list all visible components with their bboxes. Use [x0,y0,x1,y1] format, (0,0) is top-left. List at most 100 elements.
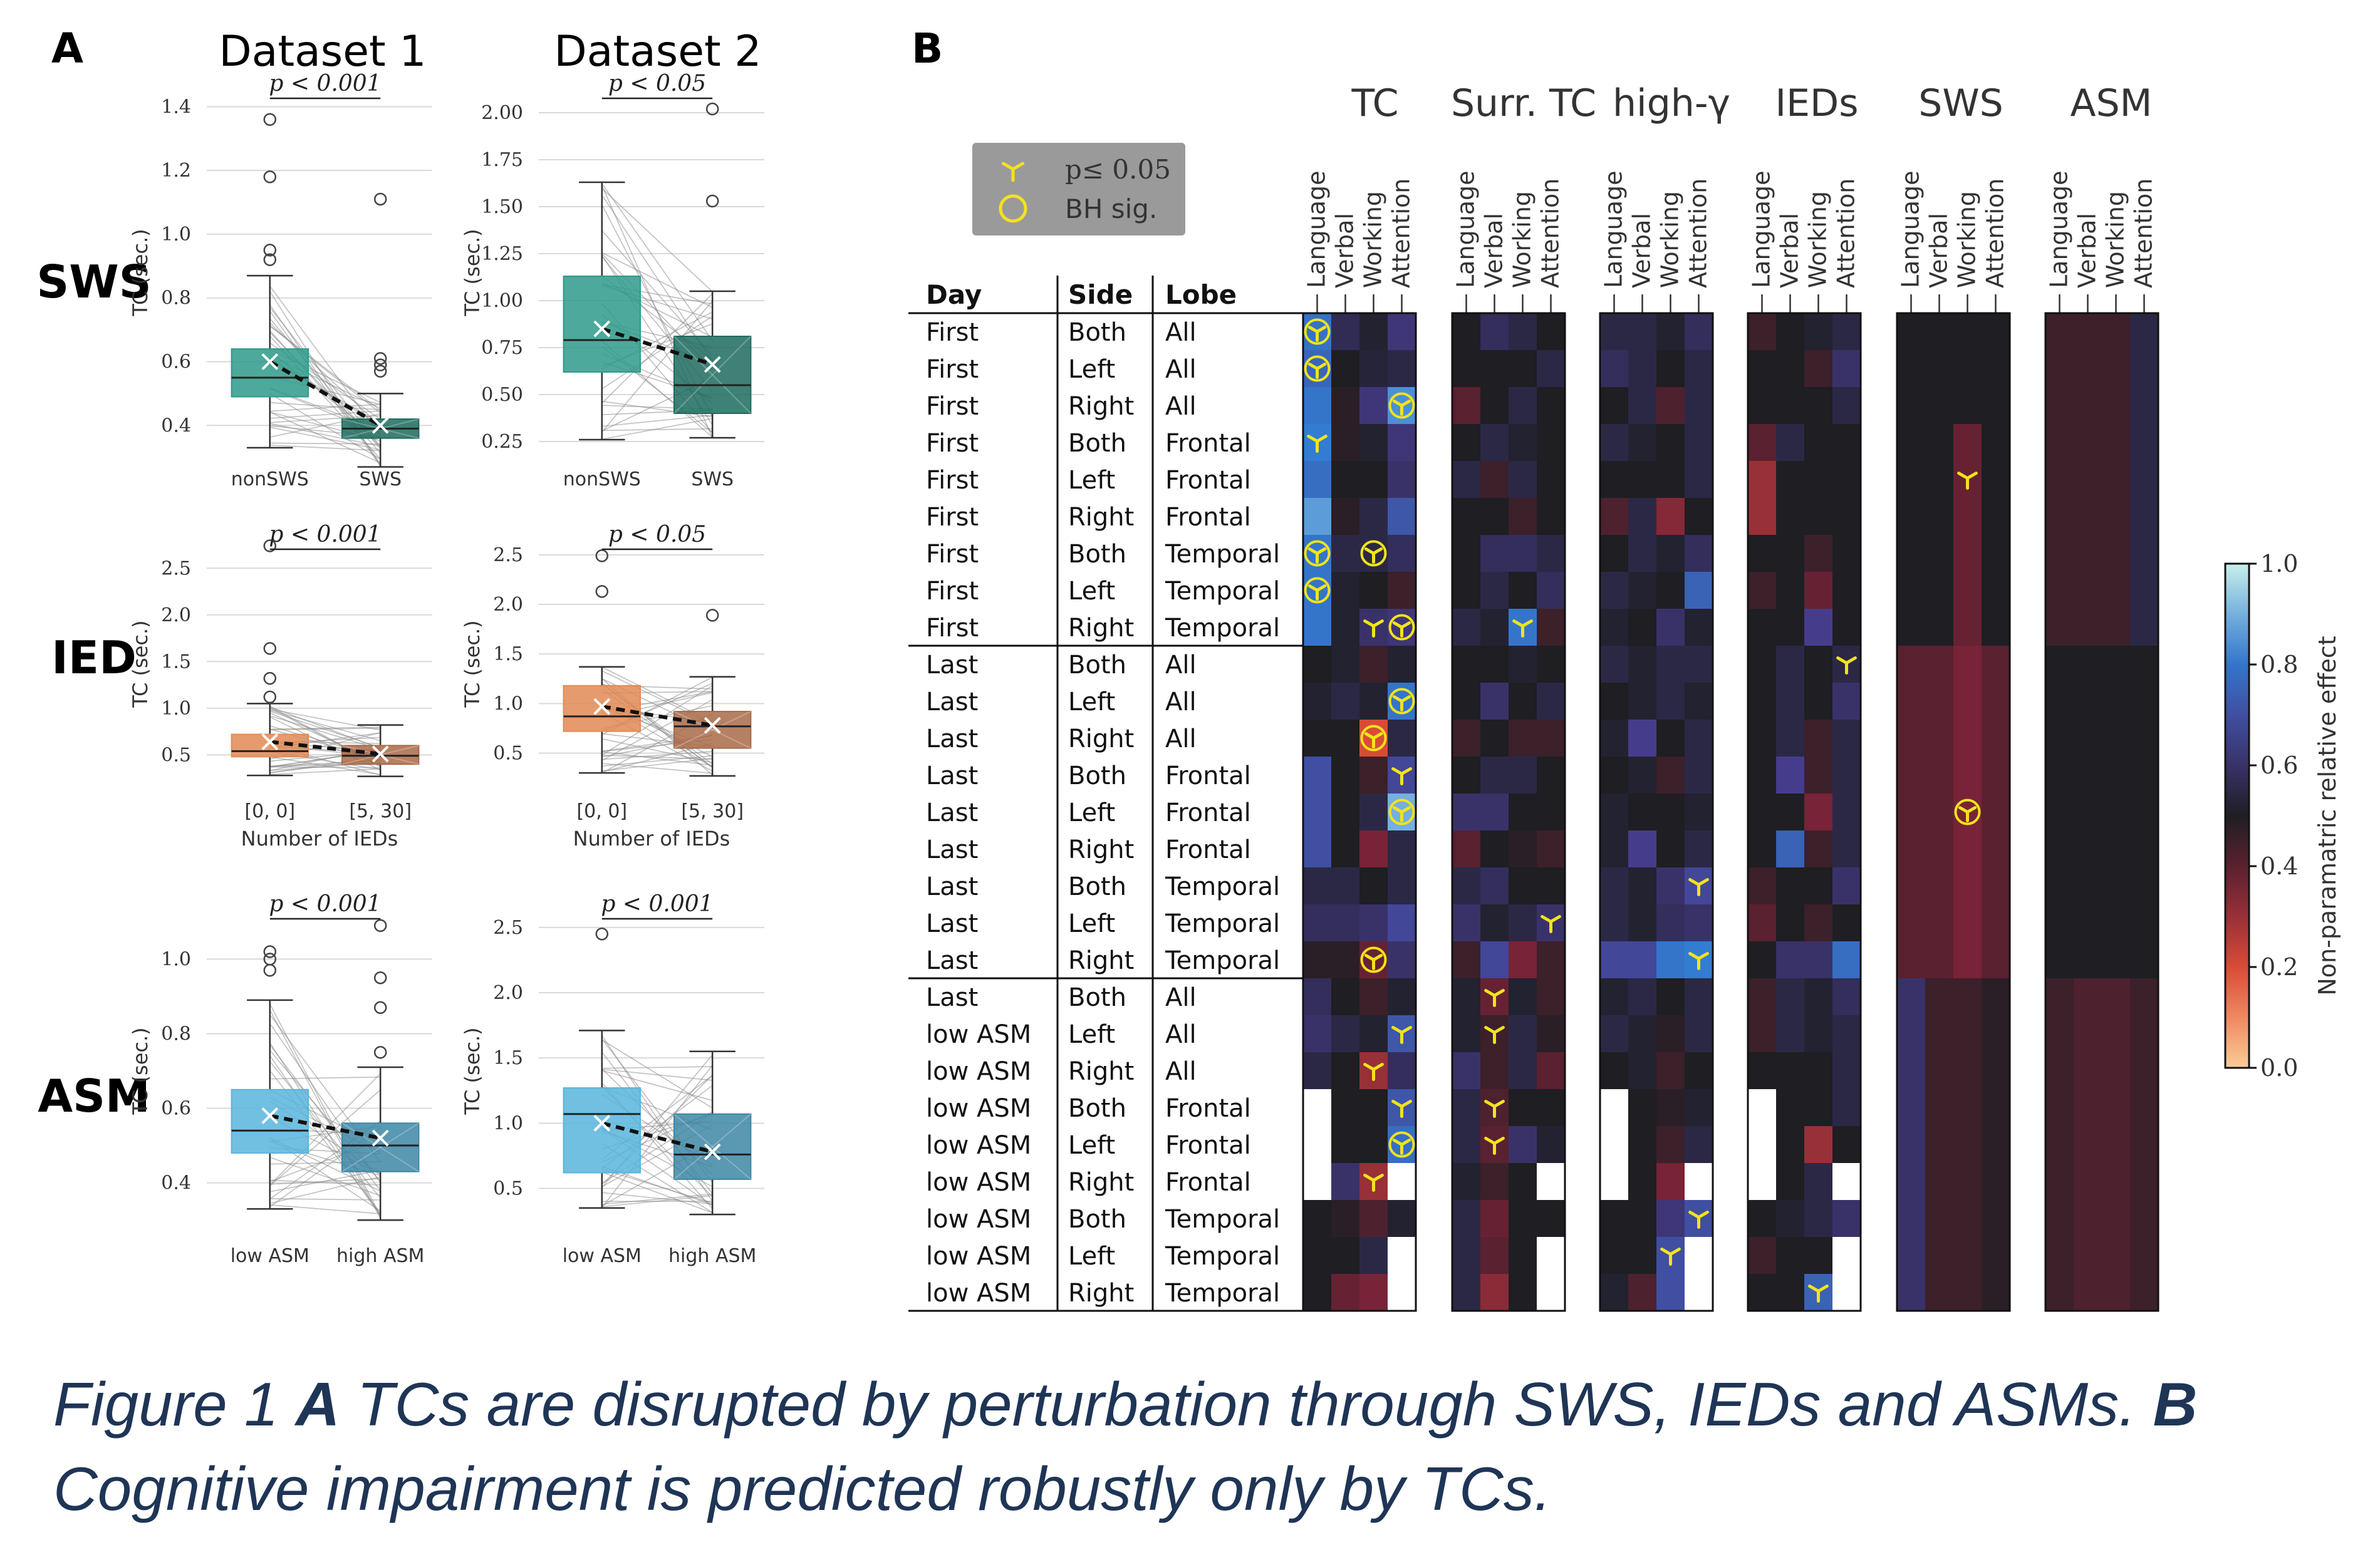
table-cell: Last [926,835,978,864]
caption-a-letter: A [295,1370,340,1439]
paired-line [269,766,381,768]
x-axis-label: Number of IEDs [573,827,730,851]
heatmap-cell [1748,572,1777,609]
table-cell: First [926,577,979,606]
heatmap-cell [1685,978,1713,1016]
heatmap-cell [1897,941,1926,979]
heatmap-cell [1982,646,2010,683]
subcolumn-label: Working [1359,191,1387,288]
table-cell: Both [1068,429,1126,458]
heatmap-cell [1685,683,1713,720]
paired-line [601,316,713,390]
heatmap-cell [1953,1126,1982,1164]
heatmap-cell [2130,830,2159,868]
heatmap-cell [2102,572,2131,609]
heatmap-cell [2130,535,2159,572]
triangle-marker-icon [1660,1248,1681,1266]
heatmap-frame [1747,312,1862,1312]
outlier [373,365,387,378]
heatmap-cell [1359,867,1388,905]
x-tick-label: low ASM [231,1245,309,1267]
heatmap-cell [1452,350,1481,388]
heatmap-cell [2074,424,2102,462]
heatmap-cell [1359,830,1388,868]
heatmap-cell [2074,535,2102,572]
heatmap-cell [1480,535,1509,572]
heatmap-cell [1628,535,1657,572]
heatmap-cell [2102,1274,2131,1311]
heatmap-cell [1537,646,1566,683]
heatmap-cell [1480,1274,1509,1311]
heatmap-cell [1303,683,1332,720]
heatmap-cell [1452,646,1481,683]
heatmap-cell [1331,498,1360,535]
table-header: Side [1068,279,1133,310]
paired-line [601,400,713,418]
y-tick-label: 2.5 [493,544,523,566]
heatmap-cell [1388,1237,1416,1275]
heatmap-cell [1452,978,1481,1016]
heatmap-cell [2074,830,2102,868]
heatmap-cell [1685,572,1713,609]
paired-line [601,194,713,362]
p-value: p < 0.05 [608,522,706,547]
heatmap-cell [2045,1237,2074,1275]
caption-prefix: Figure 1 [53,1370,296,1439]
table-cell: Temporal [1165,1279,1280,1308]
paired-line [269,1204,381,1214]
heatmap-cell [1656,794,1685,831]
heatmap-cell [1628,461,1657,499]
y-tick-label: 1.0 [161,948,191,970]
heatmap-cell [1509,387,1537,425]
y-tick-label: 1.5 [493,643,523,665]
colorbar-tick-label: 0.0 [2260,1054,2298,1082]
heatmap-cell [1804,1163,1833,1201]
heatmap-cell [1359,794,1388,831]
paired-line [601,750,713,760]
boxplot-sws-1: 0.4 0.6 0.8 1.0 1.2 1.4 TC (sec.) p < 0.001 nonS… [128,71,432,490]
heatmap-cell [1537,1052,1566,1090]
heatmap-cell [1628,572,1657,609]
heatmap-cell [1600,941,1629,979]
heatmap-cell [1925,683,1954,720]
heatmap-cell [1537,1163,1566,1201]
heatmap-cell [1331,683,1360,720]
table-cell: Both [1068,983,1126,1012]
heatmap-cell [1925,646,1954,683]
table-cell: Right [1068,614,1134,643]
hatch [341,1122,419,1172]
heatmap-cell [1452,1200,1481,1238]
heatmap-cell [1331,1237,1360,1275]
heatmap-cell [1925,867,1954,905]
outlier [263,964,277,977]
heatmap-cell [1953,1052,1982,1090]
heatmap-cell [1897,720,1926,757]
heatmap-cell [1656,350,1685,388]
heatmap-cell [1509,461,1537,499]
heatmap-cell [2102,867,2131,905]
heatmap-cell [1982,609,2010,646]
heatmap-cell [1925,498,1954,535]
heatmap-cell [1600,350,1629,388]
subcolumn-label: Working [1509,191,1536,288]
heatmap-cell [1509,424,1537,462]
heatmap-cell [1953,978,1982,1016]
outlier [263,244,277,257]
outlier [373,919,387,933]
heatmap-cell [1656,1126,1685,1164]
heatmap-cell [2130,757,2159,794]
heatmap-cell [1776,387,1805,425]
heatmap-cell [1303,1200,1332,1238]
paired-line [601,300,713,433]
heatmap-cell [1480,609,1509,646]
heatmap-cell [1953,757,1982,794]
table-cell: Left [1068,466,1115,495]
mean-marker [704,356,721,373]
bh-significance-marker [1954,799,1981,825]
table-cell: Left [1068,1131,1115,1160]
box-1 [563,1087,641,1174]
heatmap-cell [1832,757,1861,794]
table-cell: Last [926,872,978,901]
heatmap-cell [1600,978,1629,1016]
heatmap-cell [1303,1052,1332,1090]
